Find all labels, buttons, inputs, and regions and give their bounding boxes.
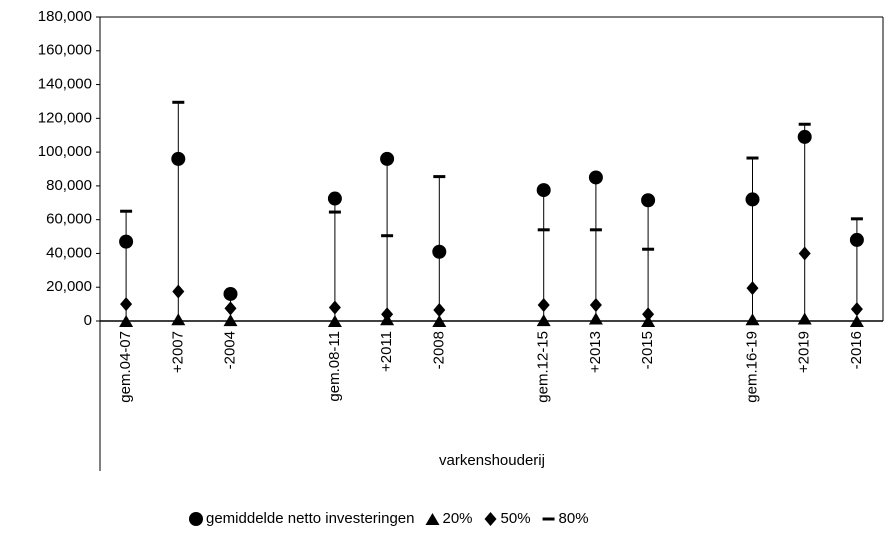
marker-circle [223, 286, 238, 301]
legend-marker [484, 512, 497, 526]
y-tick-label: 180,000 [38, 8, 92, 25]
x-tick-label-group: -2004 [221, 331, 238, 369]
marker-circle [588, 170, 603, 185]
x-tick-label-group: -2016 [848, 331, 865, 369]
marker-diamond [120, 297, 133, 312]
x-tick-label-group: gem.16-19 [743, 331, 760, 403]
y-tick-label: 0 [84, 312, 92, 329]
y-tick-label: 160,000 [38, 42, 92, 59]
marker-circle [380, 151, 395, 166]
marker-triangle [223, 314, 238, 327]
marker-diamond [224, 301, 237, 316]
x-tick-label-group: gem.08-11 [326, 331, 343, 402]
marker-triangle [849, 315, 864, 327]
marker-circle [745, 192, 760, 207]
marker-triangle [171, 313, 186, 326]
x-tick-label: gem.12-15 [535, 331, 552, 403]
marker-triangle [327, 315, 342, 327]
marker-diamond [850, 302, 863, 317]
marker-diamond [433, 303, 446, 318]
x-tick-label: -2015 [639, 331, 656, 369]
y-tick-label: 120,000 [38, 109, 92, 126]
marker-circle [432, 244, 447, 259]
marker-triangle [745, 313, 760, 326]
marker-triangle [432, 315, 447, 327]
x-tick-label: gem.16-19 [743, 331, 760, 403]
legend-marker [425, 513, 440, 525]
y-tick-label: 40,000 [46, 244, 92, 261]
x-tick-label: +2019 [796, 331, 813, 373]
x-tick-label: gem.08-11 [326, 331, 343, 402]
x-tick-label: -2004 [221, 331, 238, 369]
legend-label: 20% [442, 510, 472, 527]
x-tick-label-group: +2007 [169, 331, 186, 373]
legend-label: 50% [501, 510, 531, 527]
x-tick-label: +2011 [378, 331, 395, 372]
marker-triangle [536, 314, 551, 327]
y-tick-label: 60,000 [46, 211, 92, 228]
legend-label: gemiddelde netto investeringen [206, 510, 414, 527]
x-tick-label-group: +2011 [378, 331, 395, 372]
x-tick-label-group: +2019 [796, 331, 813, 373]
marker-circle [119, 234, 134, 249]
marker-circle [849, 232, 864, 247]
x-tick-label-group: gem.12-15 [535, 331, 552, 403]
x-tick-label: gem.04-07 [117, 331, 134, 403]
legend-label: 80% [559, 510, 589, 527]
x-tick-label: +2007 [169, 331, 186, 373]
marker-circle [797, 129, 812, 144]
x-tick-label-group: -2008 [430, 331, 447, 369]
marker-circle [536, 183, 551, 198]
x-tick-label: +2013 [587, 331, 604, 373]
y-tick-label: 20,000 [46, 278, 92, 295]
marker-circle [171, 151, 186, 166]
x-axis-title: varkenshouderij [439, 452, 545, 469]
marker-circle [641, 193, 656, 208]
marker-diamond [172, 284, 185, 299]
marker-diamond [798, 246, 811, 261]
marker-diamond [746, 281, 759, 296]
legend-marker [189, 512, 203, 526]
marker-triangle [797, 312, 812, 325]
marker-diamond [328, 300, 341, 315]
y-tick-label: 100,000 [38, 143, 92, 160]
x-tick-label-group: -2015 [639, 331, 656, 369]
marker-triangle [588, 312, 603, 325]
marker-diamond [642, 307, 655, 322]
marker-triangle [119, 315, 134, 327]
x-tick-label: -2016 [848, 331, 865, 369]
marker-circle [327, 191, 342, 206]
marker-diamond [381, 307, 394, 322]
x-tick-label-group: gem.04-07 [117, 331, 134, 403]
x-tick-label-group: +2013 [587, 331, 604, 373]
marker-diamond [537, 297, 550, 312]
x-tick-label: -2008 [430, 331, 447, 369]
marker-diamond [589, 297, 602, 312]
y-tick-label: 80,000 [46, 177, 92, 194]
y-tick-label: 140,000 [38, 76, 92, 93]
